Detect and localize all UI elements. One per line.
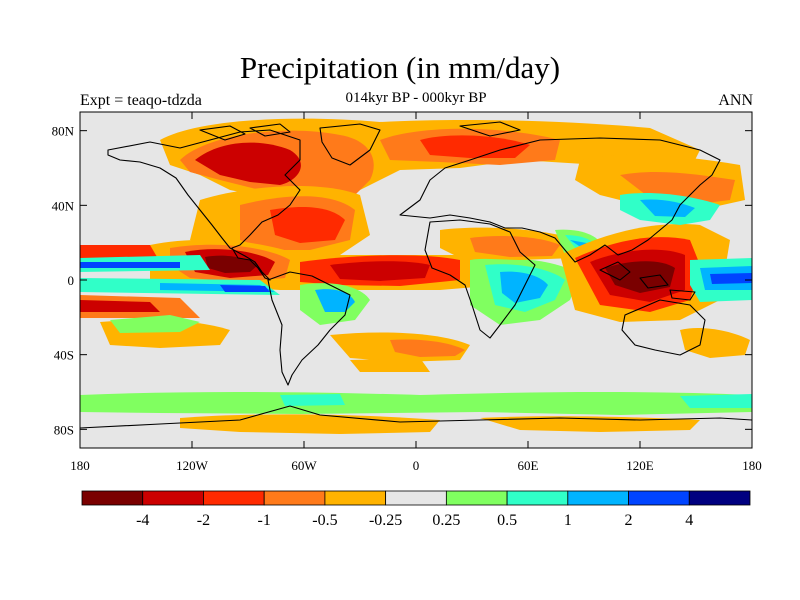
colorbar-swatch bbox=[567, 490, 629, 506]
x-tick-label: 60E bbox=[518, 458, 539, 473]
colorbar-label: 0.25 bbox=[432, 512, 460, 529]
colorbar-label: 0.5 bbox=[497, 512, 517, 529]
colorbar-swatch bbox=[385, 490, 447, 506]
colorbar-swatch bbox=[263, 490, 326, 506]
coastline-antarctica bbox=[80, 405, 752, 429]
x-tick-label: 120E bbox=[626, 458, 654, 473]
colorbar-label: -4 bbox=[136, 512, 149, 529]
colorbar-swatch bbox=[81, 490, 144, 506]
season-label: ANN bbox=[718, 92, 753, 109]
figure-title: Precipitation (in mm/day) bbox=[239, 50, 561, 85]
anomaly-region bbox=[270, 207, 345, 243]
x-axis: 180 120W 60W 0 60E 120E 180 bbox=[70, 112, 762, 473]
x-tick-label: 60W bbox=[291, 458, 317, 473]
anomaly-region bbox=[315, 289, 355, 312]
anomaly-region bbox=[680, 328, 750, 358]
anomaly-region bbox=[350, 358, 430, 372]
y-tick-label: 40S bbox=[54, 348, 74, 363]
y-axis: 80N 40N 0 40S 80S bbox=[52, 124, 752, 437]
x-tick-label: 180 bbox=[742, 458, 762, 473]
colorbar-swatch bbox=[445, 490, 508, 506]
colorbar-swatch bbox=[628, 490, 690, 506]
coastline-africa bbox=[424, 219, 536, 339]
coastline-south-america bbox=[267, 271, 351, 386]
colorbar-label: -2 bbox=[197, 512, 210, 529]
colorbar-label: -0.5 bbox=[312, 512, 337, 529]
colorbar-swatch bbox=[688, 490, 751, 506]
colorbar: -4 -2 -1 -0.5 -0.25 0.25 0.5 1 2 4 bbox=[81, 490, 751, 529]
colorbar-label: -0.25 bbox=[369, 512, 402, 529]
anomaly-region bbox=[605, 261, 675, 293]
y-tick-label: 0 bbox=[68, 273, 75, 288]
figure-subtitle: 014kyr BP - 000kyr BP bbox=[345, 90, 487, 106]
experiment-label: Expt = teaqo-tdzda bbox=[80, 92, 202, 109]
anomaly-region bbox=[220, 285, 270, 292]
anomaly-region bbox=[470, 236, 560, 257]
anomaly-region bbox=[205, 255, 258, 273]
x-tick-label: 180 bbox=[70, 458, 90, 473]
y-tick-label: 80N bbox=[52, 124, 75, 139]
colorbar-swatch bbox=[324, 490, 387, 506]
anomaly-region bbox=[680, 394, 752, 408]
anomaly-region bbox=[110, 315, 200, 333]
coastline-arctic-islands bbox=[199, 121, 521, 141]
anomaly-region bbox=[80, 391, 752, 415]
colorbar-label: 2 bbox=[625, 512, 633, 529]
anomaly-region bbox=[195, 142, 301, 185]
y-tick-label: 80S bbox=[54, 422, 74, 437]
coastline-north-america bbox=[107, 129, 301, 281]
coastline-australia bbox=[621, 299, 706, 356]
colorbar-swatch bbox=[142, 490, 204, 506]
anomaly-region bbox=[280, 394, 345, 406]
coastline-greenland bbox=[319, 123, 381, 166]
coastline-eurasia bbox=[399, 137, 721, 263]
x-tick-label: 0 bbox=[413, 458, 420, 473]
colorbar-swatch bbox=[506, 490, 569, 506]
colorbar-label: -1 bbox=[258, 512, 271, 529]
anomaly-region bbox=[80, 300, 160, 312]
anomaly-region bbox=[710, 273, 752, 284]
anomaly-region bbox=[80, 262, 180, 268]
anomaly-region bbox=[420, 135, 530, 158]
x-tick-label: 120W bbox=[176, 458, 209, 473]
anomaly-field bbox=[80, 118, 752, 434]
coastlines bbox=[80, 121, 752, 429]
colorbar-swatch bbox=[203, 490, 265, 506]
colorbar-label: 1 bbox=[564, 512, 572, 529]
anomaly-region bbox=[390, 339, 465, 357]
colorbar-label: 4 bbox=[685, 512, 693, 529]
coastline-maritime-islands bbox=[599, 261, 696, 301]
anomaly-region bbox=[330, 261, 430, 281]
y-tick-label: 40N bbox=[52, 198, 75, 213]
